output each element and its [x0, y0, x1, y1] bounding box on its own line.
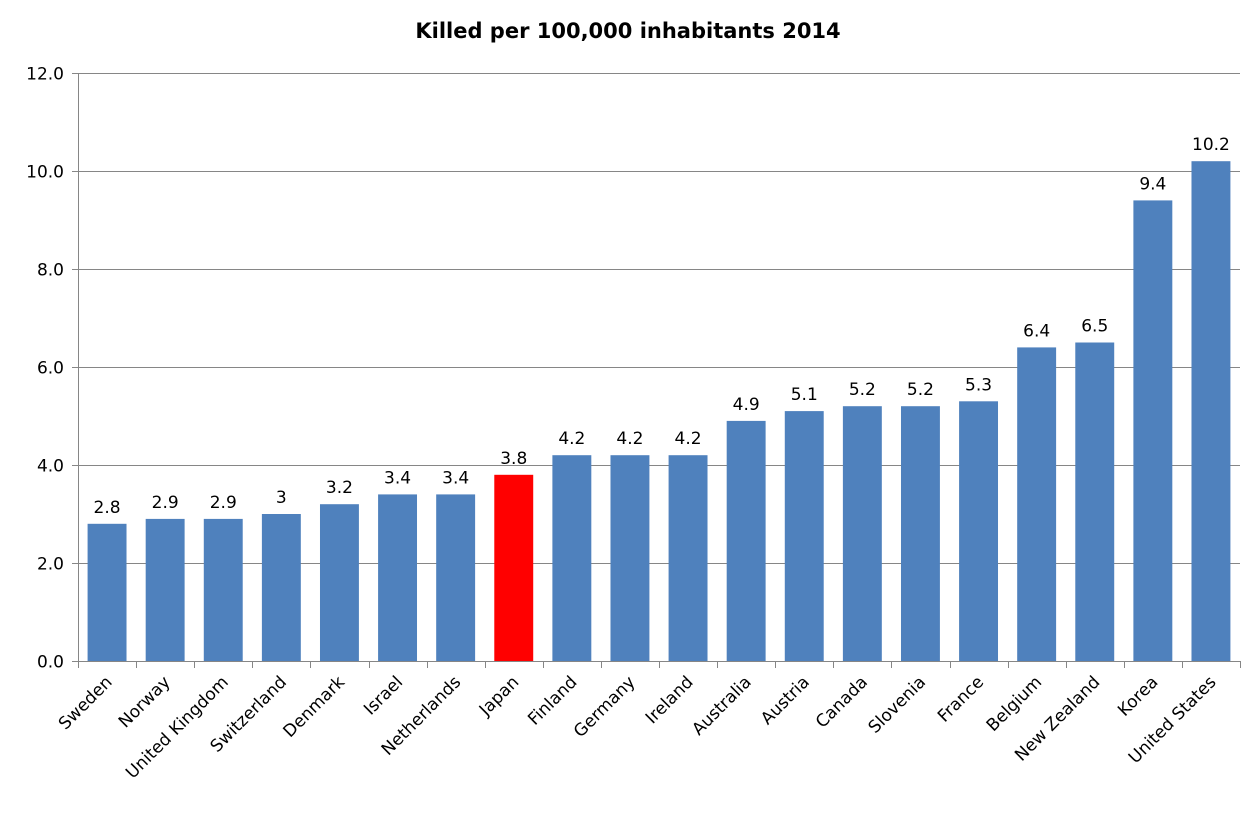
- data-labels: 2.8 2.9 2.9 3 3.2 3.4 3.4 3.8 4.2 4.2 4.2 4.9 5.1 5.2…: [94, 135, 1230, 518]
- x-tick-label: United Kingdom: [122, 672, 233, 783]
- bars: [87, 161, 1231, 661]
- y-tick-label: 12.0: [26, 65, 64, 85]
- bar: [959, 401, 999, 661]
- data-label: 2.9: [210, 493, 237, 513]
- data-label: 3.4: [442, 468, 469, 488]
- data-label: 2.8: [94, 498, 121, 518]
- x-tick-label: Slovenia: [865, 672, 930, 737]
- bar: [87, 523, 127, 661]
- x-tick-label: Norway: [115, 672, 175, 732]
- bar: [436, 494, 476, 661]
- x-tick-label: Israel: [360, 672, 407, 719]
- data-label: 9.4: [1139, 174, 1166, 194]
- gridlines: [78, 73, 1240, 564]
- data-label: 5.1: [791, 385, 818, 405]
- x-tick-label: Austria: [757, 672, 814, 729]
- x-tick-label: Finland: [524, 672, 581, 729]
- y-tick-label: 8.0: [37, 261, 64, 281]
- data-label: 3.8: [500, 449, 527, 469]
- bar: [1133, 200, 1173, 661]
- bar: [552, 455, 592, 661]
- bar: [784, 411, 824, 661]
- y-tick-label: 6.0: [37, 359, 64, 379]
- y-tick-label: 4.0: [37, 457, 64, 477]
- bar: [1017, 347, 1057, 661]
- data-label: 6.4: [1023, 321, 1050, 341]
- bar: [610, 455, 650, 661]
- data-label: 4.2: [675, 429, 702, 449]
- bar: [842, 406, 882, 661]
- data-label: 6.5: [1081, 317, 1108, 337]
- x-tick-label: Ireland: [642, 672, 698, 728]
- x-tick-label: Germany: [570, 672, 639, 741]
- data-label: 2.9: [152, 493, 179, 513]
- bar: [726, 420, 766, 661]
- y-tick-label: 10.0: [26, 163, 64, 183]
- data-label: 4.2: [616, 429, 643, 449]
- chart-title: Killed per 100,000 inhabitants 2014: [415, 19, 840, 43]
- x-tick-label: Korea: [1114, 672, 1162, 720]
- x-tick-label: Japan: [475, 672, 523, 720]
- y-axis: 0.0 2.0 4.0 6.0 8.0 10.0 12.0: [26, 65, 79, 673]
- bar: [203, 518, 243, 661]
- data-label: 5.2: [907, 380, 934, 400]
- data-label: 10.2: [1192, 135, 1230, 155]
- data-label: 3.2: [326, 478, 353, 498]
- data-label: 3.4: [384, 468, 411, 488]
- y-tick-label: 2.0: [37, 555, 64, 575]
- bar: [145, 518, 185, 661]
- x-tick-label: France: [934, 672, 988, 726]
- x-tick-label: Denmark: [280, 672, 350, 742]
- x-tick-label: Sweden: [55, 672, 117, 734]
- bar: [1075, 342, 1115, 661]
- bar: [668, 455, 708, 661]
- y-tick-label: 0.0: [37, 653, 64, 673]
- bar: [378, 494, 418, 661]
- data-label: 5.3: [965, 375, 992, 395]
- data-label: 4.9: [733, 395, 760, 415]
- bar: [1191, 161, 1231, 661]
- x-tick-label: Canada: [812, 672, 872, 732]
- data-label: 3: [276, 488, 287, 508]
- data-label: 4.2: [558, 429, 585, 449]
- bar: [319, 504, 359, 661]
- bar-highlight: [494, 474, 534, 661]
- bar: [261, 514, 301, 661]
- x-tick-label: Australia: [688, 672, 755, 739]
- data-label: 5.2: [849, 380, 876, 400]
- bar: [900, 406, 940, 661]
